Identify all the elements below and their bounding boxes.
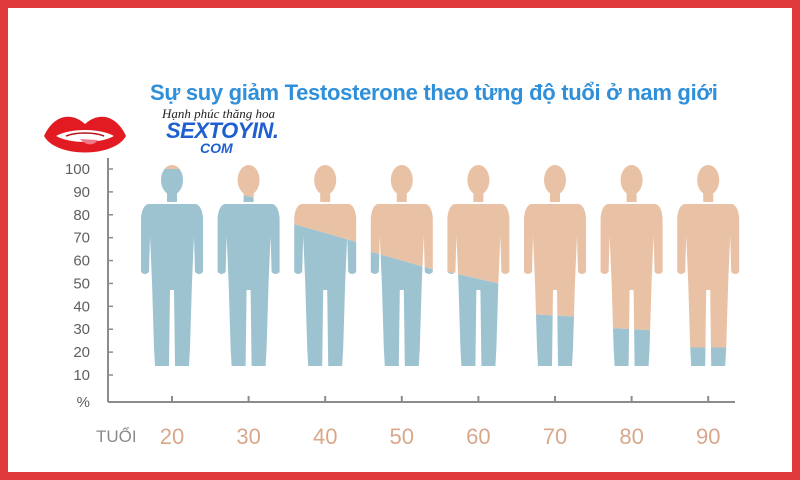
y-tick-label: 10 xyxy=(73,367,90,384)
y-axis-unit-label: % xyxy=(77,394,90,411)
y-tick-label: 50 xyxy=(73,275,90,292)
y-tick-label: 20 xyxy=(73,344,90,361)
x-tick-label: 60 xyxy=(466,424,490,449)
x-tick-label: 50 xyxy=(390,424,414,449)
x-tick-label: 40 xyxy=(313,424,337,449)
figure-lost-80 xyxy=(600,165,663,332)
axes-group: 20 30 40 50 60 70 80 90 100 90 80 70 60 50 40 30 20 10% TU… xyxy=(65,158,735,449)
figure-lost-50 xyxy=(370,165,433,272)
figure-remaining-60 xyxy=(447,269,510,366)
lips-icon xyxy=(44,116,126,153)
x-axis-title: TUỔI xyxy=(96,427,137,446)
logo-brand-sub: COM xyxy=(200,140,233,156)
figure-lost-70 xyxy=(524,165,586,318)
figure-lost-60 xyxy=(447,165,510,289)
figure-lost-90 xyxy=(677,165,740,348)
figure-80 xyxy=(600,165,663,366)
figure-30 xyxy=(217,165,280,366)
chart-title: Sự suy giảm Testosterone theo từng độ tu… xyxy=(150,80,718,105)
figure-remaining-50 xyxy=(370,249,433,366)
y-tick-label: 90 xyxy=(73,184,90,201)
y-tick-label: 70 xyxy=(73,230,90,247)
figure-60 xyxy=(447,165,510,366)
y-tick-label: 60 xyxy=(73,253,90,270)
y-tick-label: 80 xyxy=(73,207,90,224)
logo-tagline: Hạnh phúc thăng hoa xyxy=(162,106,276,121)
figures-group xyxy=(141,165,740,366)
x-tick-label: 20 xyxy=(160,424,184,449)
y-tick-label: 100 xyxy=(65,161,90,178)
x-tick-label: 70 xyxy=(543,424,567,449)
figure-50 xyxy=(370,165,433,366)
x-tick-label: 80 xyxy=(619,424,643,449)
figure-remaining-70 xyxy=(524,313,586,366)
y-tick-label: 40 xyxy=(73,298,90,315)
x-tick-label: 30 xyxy=(236,424,260,449)
x-tick-label: 90 xyxy=(696,424,720,449)
logo-brand: SEXTOYIN. xyxy=(166,118,279,143)
figure-90 xyxy=(677,165,740,366)
figure-40 xyxy=(294,165,357,366)
figure-remaining-20 xyxy=(141,169,203,366)
figure-70 xyxy=(524,165,586,366)
brand-logo[interactable]: Hạnh phúc thăng hoa SEXTOYIN. COM xyxy=(40,106,280,162)
figure-20 xyxy=(141,165,203,366)
figure-remaining-40 xyxy=(294,221,357,366)
y-tick-label: 30 xyxy=(73,321,90,338)
